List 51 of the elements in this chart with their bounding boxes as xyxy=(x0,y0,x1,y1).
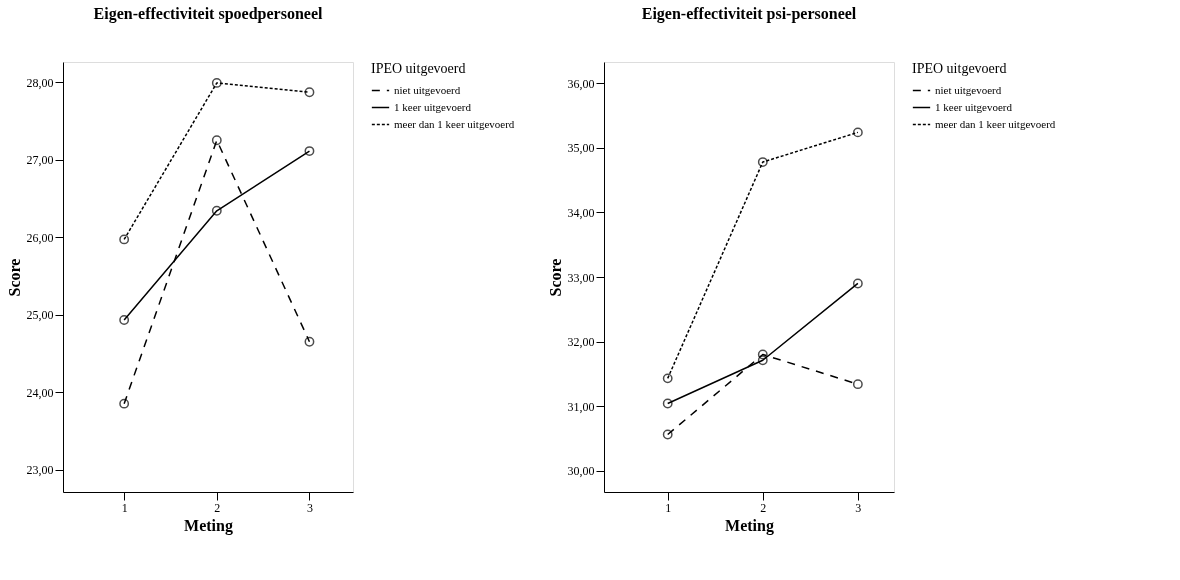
x-axis-title: Meting xyxy=(184,516,233,535)
legend-title: IPEO uitgevoerd xyxy=(371,61,466,76)
y-tick-label: 25,00 xyxy=(26,308,54,323)
point xyxy=(662,398,673,409)
legend-label: meer dan 1 keer uitgevoerd xyxy=(935,117,1056,130)
y-axis-title: Score xyxy=(5,258,23,297)
point xyxy=(852,127,863,138)
point xyxy=(662,373,673,384)
point xyxy=(119,398,130,409)
x-tick-label: 1 xyxy=(121,500,128,515)
y-tick-label: 33,00 xyxy=(567,270,595,285)
y-tick-label: 35,00 xyxy=(567,141,595,156)
point xyxy=(304,146,315,157)
chart-title: Eigen-effectiviteit spoedpersoneel xyxy=(93,5,323,23)
y-tick-label: 24,00 xyxy=(26,385,54,400)
x-axis-title: Meting xyxy=(725,516,774,535)
chart-title: Eigen-effectiviteit psi-personeel xyxy=(641,5,857,23)
y-tick-label: 34,00 xyxy=(567,205,595,220)
x-tick-label: 3 xyxy=(306,500,313,515)
point xyxy=(119,315,130,325)
y-tick-label: 36,00 xyxy=(567,76,595,91)
legend-title: IPEO uitgevoerd xyxy=(912,61,1007,76)
x-tick-label: 2 xyxy=(760,500,767,515)
point xyxy=(757,349,768,360)
x-tick-label: 2 xyxy=(214,500,221,515)
point xyxy=(211,135,222,146)
y-tick-label: 23,00 xyxy=(26,463,54,478)
legend-label: niet uitgevoerd xyxy=(935,83,1002,96)
y-tick-label: 31,00 xyxy=(567,399,595,414)
legend-label: 1 keer uitgevoerd xyxy=(394,100,472,113)
y-tick-label: 28,00 xyxy=(26,75,54,90)
legend-label: meer dan 1 keer uitgevoerd xyxy=(394,117,515,130)
point xyxy=(119,234,130,245)
legend-label: niet uitgevoerd xyxy=(394,83,461,96)
point xyxy=(852,278,863,289)
y-tick-label: 32,00 xyxy=(567,335,595,350)
point xyxy=(304,336,315,347)
point xyxy=(757,355,768,366)
y-tick-label: 27,00 xyxy=(26,153,54,168)
point xyxy=(757,157,768,167)
point xyxy=(662,429,673,440)
y-axis-title: Score xyxy=(546,258,564,297)
point xyxy=(852,379,863,390)
x-tick-label: 1 xyxy=(665,500,672,515)
legend-label: 1 keer uitgevoerd xyxy=(935,100,1013,113)
x-tick-label: 3 xyxy=(855,500,862,515)
y-tick-label: 26,00 xyxy=(26,230,54,245)
point xyxy=(211,205,222,216)
y-tick-label: 30,00 xyxy=(567,464,595,479)
point xyxy=(304,87,315,98)
point xyxy=(211,77,222,88)
